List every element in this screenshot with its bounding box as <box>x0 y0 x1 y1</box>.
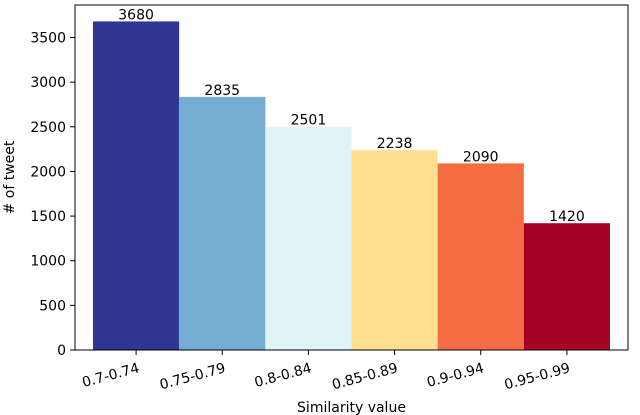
bars-group <box>93 21 610 351</box>
y-tick-label: 1500 <box>30 209 66 225</box>
bar-0.85-0.89 <box>351 150 438 350</box>
plot-frame <box>74 4 629 351</box>
bar-0.95-0.99 <box>523 223 610 350</box>
y-tick-label: 500 <box>39 298 66 314</box>
data-labels-group: 3680 2835 2501 2238 2090 1420 <box>118 7 584 225</box>
data-label-0.9-0.94: 2090 <box>463 149 499 165</box>
x-tick-label: 0.85-0.89 <box>330 360 399 393</box>
y-tick-label: 2500 <box>30 120 66 136</box>
y-axis: 0 500 1000 1500 2000 2500 3000 3500 <box>30 31 75 359</box>
data-label-0.7-0.74: 3680 <box>118 7 154 23</box>
x-tick-label: 0.75-0.79 <box>158 360 227 393</box>
data-label-0.8-0.84: 2501 <box>291 113 327 129</box>
x-axis: 0.7-0.74 0.75-0.79 0.8-0.84 0.85-0.89 0.9-0.… <box>80 350 572 393</box>
y-tick-label: 1000 <box>30 254 66 270</box>
x-tick-label: 0.7-0.74 <box>80 360 141 391</box>
x-axis-label: Similarity value <box>297 400 406 415</box>
bar-0.8-0.84 <box>265 126 352 350</box>
bar-0.7-0.74 <box>93 21 180 351</box>
y-tick-label: 2000 <box>30 164 66 180</box>
y-tick-label: 0 <box>57 343 66 359</box>
bar-0.75-0.79 <box>179 96 266 350</box>
y-tick-label: 3500 <box>30 31 66 47</box>
y-tick-label: 3000 <box>30 75 66 91</box>
y-axis-label: # of tweet <box>2 140 18 214</box>
x-tick-label: 0.9-0.94 <box>425 360 486 391</box>
data-label-0.75-0.79: 2835 <box>204 83 240 99</box>
bar-0.9-0.94 <box>437 163 524 350</box>
x-tick-label: 0.95-0.99 <box>503 360 572 393</box>
x-tick-label: 0.8-0.84 <box>253 360 314 391</box>
data-label-0.95-0.99: 1420 <box>549 209 585 225</box>
data-label-0.85-0.89: 2238 <box>377 136 413 152</box>
